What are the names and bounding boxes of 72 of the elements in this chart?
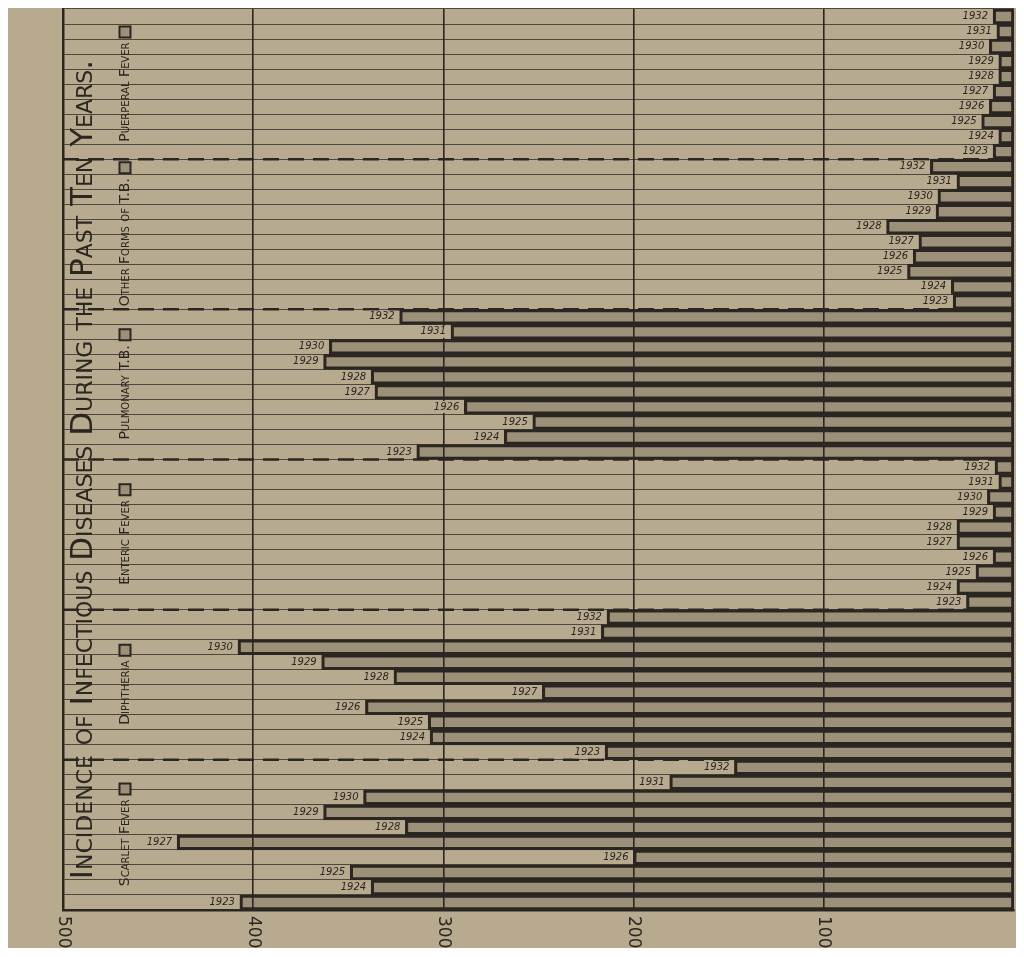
y-tick-label: 1929	[968, 55, 994, 67]
y-tick-label: 1925	[397, 715, 424, 727]
x-tick-label: 400	[244, 916, 265, 949]
legend-label: Puerperal Fever	[115, 42, 132, 142]
y-tick-label: 1928	[926, 520, 952, 532]
y-tick-label: 1930	[207, 640, 233, 652]
y-tick-label: 1932	[576, 610, 602, 622]
x-tick-label: 300	[434, 916, 455, 949]
y-tick-label: 1930	[958, 40, 985, 52]
y-tick-label: 1931	[968, 475, 994, 487]
y-tick-label: 1932	[964, 460, 990, 472]
y-tick-label: 1924	[968, 130, 994, 142]
y-tick-label: 1923	[936, 595, 962, 607]
y-tick-label: 1931	[420, 325, 447, 337]
y-tick-label: 1923	[209, 896, 235, 908]
y-tick-label: 1927	[962, 85, 989, 97]
text: Incidence of Infectious Diseases During the Past Ten Years.	[63, 59, 100, 880]
y-tick-label: 1923	[922, 295, 949, 307]
y-tick-label: 1926	[334, 700, 361, 712]
y-tick-label: 1924	[340, 881, 367, 893]
y-tick-label: 1925	[877, 265, 903, 277]
y-tick-label: 1923	[962, 145, 989, 157]
y-tick-label: 1931	[926, 175, 952, 187]
y-tick-label: 1924	[926, 580, 952, 592]
legend-label: Scarlet Fever	[115, 799, 132, 887]
x-tick-label: 500	[54, 916, 75, 949]
y-tick-label: 1928	[968, 70, 994, 82]
y-tick-label: 1932	[369, 310, 395, 322]
y-tick-label: 1927	[344, 385, 371, 397]
y-tick-label: 1927	[511, 685, 538, 697]
y-tick-label: 1923	[386, 445, 412, 457]
y-tick-label: 1925	[951, 115, 977, 127]
y-tick-label: 1929	[291, 655, 317, 667]
y-tick-label: 1930	[298, 340, 325, 352]
legend-label: Pulmonary T.B.	[115, 345, 132, 440]
y-tick-label: 1926	[433, 400, 460, 412]
y-tick-label: 1924	[399, 730, 426, 742]
y-tick-label: 1925	[502, 415, 528, 427]
legend-label: Diphtheria	[115, 660, 132, 725]
y-tick-label: 1924	[473, 430, 500, 442]
y-tick-label: 1926	[603, 851, 629, 863]
y-tick-label: 1929	[962, 505, 989, 517]
y-tick-label: 1926	[958, 100, 985, 112]
y-tick-label: 1927	[926, 535, 953, 547]
y-tick-label: 1926	[962, 550, 989, 562]
y-tick-label: 1924	[920, 280, 947, 292]
y-tick-label: 1931	[639, 775, 665, 787]
y-tick-label: 1926	[882, 250, 909, 262]
legend-label: Other Forms of T.B.	[115, 178, 132, 307]
y-tick-label: 1931	[966, 25, 992, 37]
y-tick-label: 1929	[293, 355, 319, 367]
y-tick-label: 1925	[945, 565, 971, 577]
y-tick-label: 1929	[293, 805, 319, 817]
y-tick-label: 1932	[899, 160, 926, 172]
y-tick-label: 1925	[319, 866, 346, 878]
y-tick-label: 1928	[340, 370, 367, 382]
y-tick-label: 1928	[856, 220, 882, 232]
x-tick-label: 100	[815, 916, 836, 949]
x-tick-label: 200	[625, 916, 646, 949]
y-tick-label: 1932	[703, 760, 730, 772]
y-tick-label: 1929	[905, 205, 932, 217]
y-tick-label: 1923	[574, 745, 601, 757]
legend-label: Enteric Fever	[115, 500, 132, 585]
y-tick-label: 1930	[333, 790, 359, 802]
y-tick-label: 1930	[907, 190, 933, 202]
y-tick-label: 1930	[956, 490, 983, 502]
y-tick-label: 1928	[374, 821, 401, 832]
y-tick-label: 1928	[363, 670, 389, 682]
y-tick-label: 1932	[962, 10, 989, 22]
y-tick-label: 1927	[146, 836, 173, 848]
y-tick-label: 1927	[888, 235, 915, 247]
y-tick-label: 1931	[570, 625, 597, 637]
